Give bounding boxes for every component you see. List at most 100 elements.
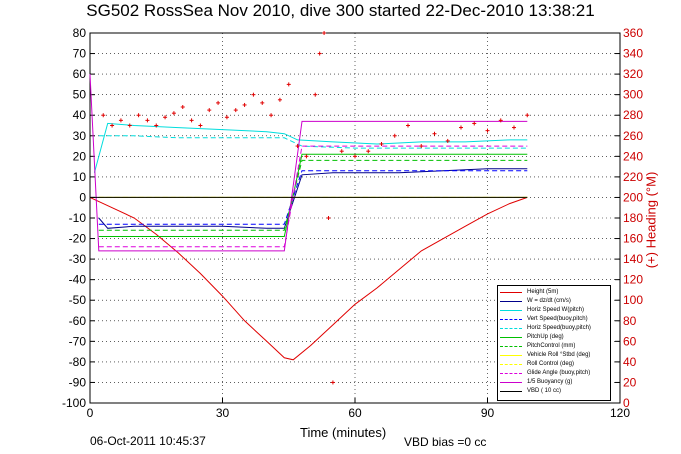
legend: Height (5m) W = dz/dt (cm/s) Horiz Speed W…	[497, 285, 611, 401]
legend-entry: Vehicle Roll °Stbd (deg)	[500, 351, 608, 360]
right-axis: 3603403203002802602402202001801601401201…	[615, 26, 643, 410]
y-tick-label: 50	[73, 88, 87, 102]
footer-vbd-bias: VBD bias =0 cc	[404, 435, 487, 449]
y-tick-label: 60	[73, 67, 87, 81]
heading-point	[472, 121, 477, 126]
heading-point	[304, 154, 309, 159]
legend-swatch	[500, 391, 522, 392]
y-tick-label: -90	[69, 375, 87, 389]
heading-point	[445, 138, 450, 143]
legend-entry: Glide Angle (buoy,pitch)	[500, 369, 608, 378]
y-tick-label: -40	[69, 273, 87, 287]
series-line-5	[98, 153, 528, 237]
heading-layer	[101, 31, 530, 385]
legend-swatch	[500, 373, 522, 374]
heading-point	[189, 118, 194, 123]
series-line-10	[89, 74, 528, 252]
heading-point	[198, 123, 203, 128]
heading-point	[406, 123, 410, 128]
legend-entry: Vert Speed(buoy,pitch)	[500, 315, 608, 324]
y-tick-label: -10	[69, 211, 87, 225]
heading-point	[269, 113, 274, 118]
x-axis: 0 30 60 90 120	[87, 398, 630, 420]
legend-swatch	[500, 346, 522, 347]
x-tick-label: 0	[87, 406, 94, 420]
y-tick-label: 70	[73, 47, 87, 61]
legend-entry: 1/5 Buoyancy (g)	[500, 378, 608, 387]
series-line-1	[98, 168, 528, 229]
legend-entry: Horiz Speed(buoy,pitch)	[500, 324, 608, 333]
y-right-tick-label: 300	[623, 88, 643, 102]
y-right-tick-label: 240	[623, 149, 643, 163]
heading-point	[512, 125, 516, 130]
heading-point	[419, 144, 424, 149]
heading-point	[392, 133, 397, 138]
legend-label: Horiz Speed(buoy,pitch)	[527, 325, 591, 331]
y-right-tick-label: 320	[623, 67, 643, 81]
heading-point	[317, 51, 322, 56]
y-right-tick-label: 340	[623, 47, 643, 61]
heading-point	[145, 118, 150, 123]
y-tick-label: 40	[73, 108, 87, 122]
heading-point	[207, 108, 212, 113]
heading-point	[171, 111, 176, 116]
heading-point	[277, 97, 282, 102]
legend-label: PitchControl (mm)	[527, 343, 576, 349]
heading-point	[101, 113, 106, 118]
x-tick-label: 60	[348, 406, 362, 420]
y-right-tick-label: 220	[623, 170, 643, 184]
y-tick-label: 10	[73, 170, 87, 184]
heading-point	[163, 115, 168, 120]
legend-entry: Height (5m)	[500, 288, 608, 297]
legend-swatch	[500, 319, 522, 320]
y-right-tick-label: 160	[623, 232, 643, 246]
y-tick-label: -80	[69, 355, 87, 369]
legend-swatch	[500, 310, 522, 311]
y-tick-label: -30	[69, 252, 87, 266]
legend-swatch	[500, 337, 522, 338]
x-tick-label: 90	[481, 406, 495, 420]
legend-entry: PitchUp (deg)	[500, 333, 608, 342]
heading-point	[154, 123, 159, 128]
y-right-tick-label: 100	[623, 293, 643, 307]
heading-point	[313, 92, 318, 97]
legend-swatch	[500, 301, 522, 302]
heading-point	[525, 113, 530, 118]
heading-point	[260, 100, 265, 105]
x-tick-label: 30	[216, 406, 230, 420]
legend-label: 1/5 Buoyancy (g)	[527, 379, 573, 385]
left-axis: 80 70 60 50 40 30 20 10 0 -10 -20 -30 -40 -50 -60 -70 -8…	[62, 26, 95, 410]
y-tick-label: -100	[62, 396, 86, 410]
legend-label: Height (5m)	[527, 289, 559, 295]
heading-point	[136, 113, 141, 118]
legend-entry: Horiz Speed W(pitch)	[500, 306, 608, 315]
footer-date: 06-Oct-2011 10:45:37	[90, 434, 206, 448]
y-tick-label: -20	[69, 232, 87, 246]
y-tick-label: 30	[73, 129, 87, 143]
heading-point	[379, 142, 384, 146]
y-tick-label: 80	[73, 26, 87, 40]
y-right-tick-label: 200	[623, 190, 643, 204]
legend-label: W = dz/dt (cm/s)	[527, 298, 571, 304]
y-right-tick-label: 60	[623, 334, 637, 348]
heading-point	[286, 82, 291, 87]
y-right-tick-label: 40	[623, 355, 637, 369]
legend-label: VBD ( 10 cc)	[527, 388, 562, 394]
chart-title: SG502 RossSea Nov 2010, dive 300 started…	[86, 1, 595, 20]
legend-swatch	[500, 355, 522, 356]
heading-point	[242, 102, 247, 107]
heading-point	[127, 123, 132, 128]
series-line-4	[98, 135, 528, 149]
y-right-tick-label: 180	[623, 211, 643, 225]
y-right-tick-label: 260	[623, 129, 643, 143]
y-right-tick-label: 0	[623, 396, 630, 410]
legend-entry: PitchControl (mm)	[500, 342, 608, 351]
heading-point	[339, 149, 344, 154]
heading-point	[353, 154, 357, 159]
y-tick-label: -50	[69, 293, 87, 307]
heading-point	[485, 128, 490, 133]
y-right-tick-label: 20	[623, 375, 637, 389]
legend-swatch	[500, 382, 522, 383]
series-line-0	[89, 196, 528, 361]
y-right-tick-label: 80	[623, 314, 637, 328]
